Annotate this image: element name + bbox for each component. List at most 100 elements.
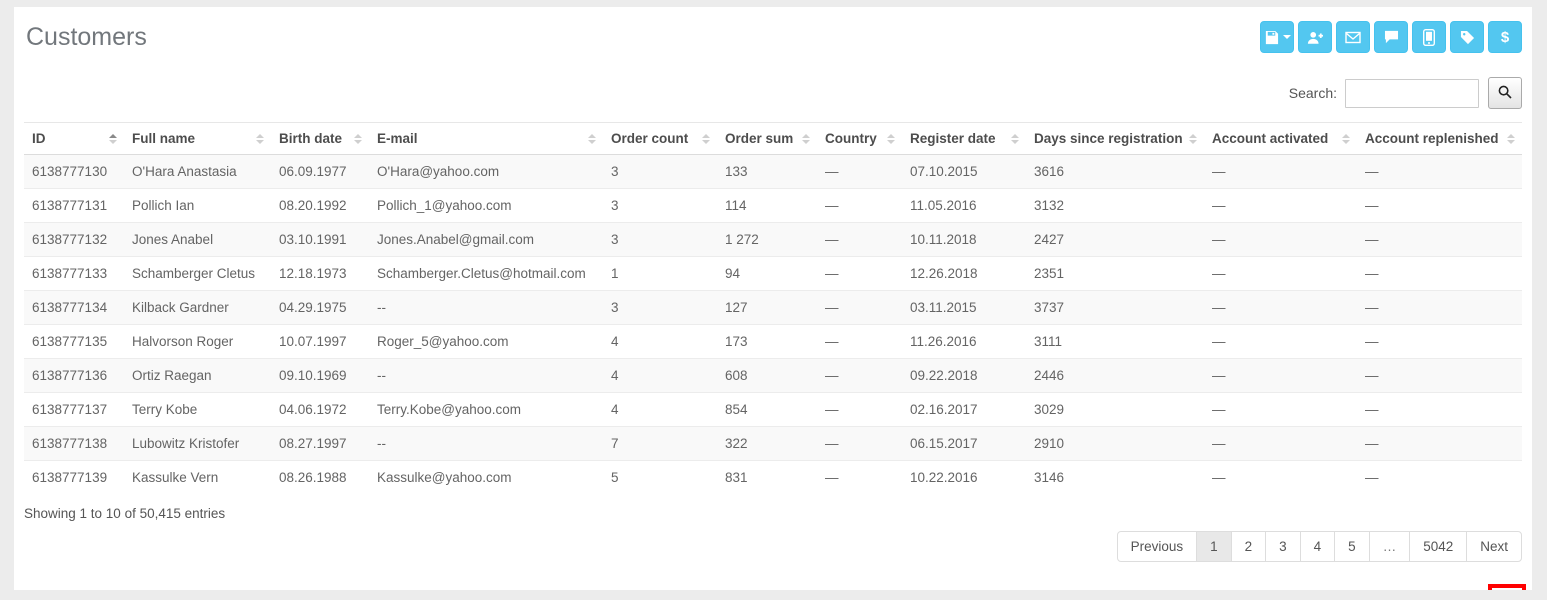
table-cell: 3737 (1026, 290, 1204, 325)
table-cell: O'Hara Anastasia (132, 164, 237, 179)
sort-icon (1189, 133, 1197, 144)
add-user-button[interactable] (1298, 21, 1332, 53)
column-header-order-sum[interactable]: Order sum (717, 122, 817, 155)
column-label: Country (825, 131, 877, 146)
pagination-previous[interactable]: Previous (1116, 531, 1198, 562)
table-row[interactable]: 6138777133 Schamberger Cletus 12.18.1973 Sc… (24, 256, 1522, 291)
search-button[interactable] (1488, 77, 1522, 109)
column-header-account-replenished[interactable]: Account replenished (1357, 122, 1522, 155)
sort-icon (887, 133, 895, 144)
table-row[interactable]: 6138777139 Kassulke Vern 08.26.1988 Kassulk… (24, 460, 1522, 494)
table-cell: — (825, 164, 839, 179)
table-cell: 7 (603, 426, 717, 461)
table-cell: — (1357, 222, 1522, 257)
table-cell: 2910 (1026, 426, 1204, 461)
table-cell: — (1204, 392, 1357, 427)
table-cell: — (1357, 256, 1522, 291)
table-cell: 09.10.1969 (271, 358, 369, 393)
table-row[interactable]: 6138777130 O'Hara Anastasia 06.09.1977 O'Ha… (24, 154, 1522, 189)
envelope-icon (1345, 31, 1361, 44)
table-row[interactable]: 6138777132 Jones Anabel 03.10.1991 Jones.An… (24, 222, 1522, 257)
column-header-register-date[interactable]: Register date (902, 122, 1026, 155)
table-cell: 127 (717, 290, 817, 325)
table-row[interactable]: 6138777138 Lubowitz Kristofer 08.27.1997 --… (24, 426, 1522, 461)
table-cell: — (1357, 426, 1522, 461)
table-cell: -- (369, 290, 603, 325)
column-label: Full name (132, 131, 196, 146)
table-row[interactable]: 6138777136 Ortiz Raegan 09.10.1969 -- 4 608—0… (24, 358, 1522, 393)
table-body: 6138777130 O'Hara Anastasia 06.09.1977 O'Ha… (24, 154, 1522, 494)
settings-button[interactable]: ⚙ (1492, 588, 1522, 590)
table-cell: 173 (717, 324, 817, 359)
column-header-e-mail[interactable]: E-mail (369, 122, 603, 155)
table-row[interactable]: 6138777137 Terry Kobe 04.06.1972 Terry.Kobe… (24, 392, 1522, 427)
pagination-page-5[interactable]: 5 (1334, 531, 1370, 562)
column-header-birth-date[interactable]: Birth date (271, 122, 369, 155)
column-header-order-count[interactable]: Order count (603, 122, 717, 155)
table-cell: — (1204, 256, 1357, 291)
table-cell: 6138777133 (24, 256, 124, 291)
sort-icon (354, 133, 362, 144)
table-cell: 133 (725, 164, 748, 179)
dollar-icon: $ (1500, 28, 1510, 46)
column-header-id[interactable]: ID (24, 122, 124, 155)
pagination-page-4[interactable]: 4 (1299, 531, 1336, 562)
table-cell: 4 (603, 392, 717, 427)
table-cell: — (817, 324, 902, 359)
pagination-page-5042[interactable]: 5042 (1409, 531, 1468, 562)
table-cell: 09.22.2018 (902, 358, 1026, 393)
column-header-full-name[interactable]: Full name (124, 122, 271, 155)
annotation-highlight-box: ⚙ (1488, 584, 1526, 590)
email-button[interactable] (1336, 21, 1370, 53)
pagination-page-2[interactable]: 2 (1230, 531, 1267, 562)
table-cell: Jones.Anabel@gmail.com (369, 222, 603, 257)
column-label: Account replenished (1365, 131, 1499, 146)
table-cell: O'Hara@yahoo.com (377, 164, 500, 179)
table-cell: 3 (603, 290, 717, 325)
sort-icon (702, 133, 710, 144)
table-cell: 854 (717, 392, 817, 427)
table-row[interactable]: 6138777131 Pollich Ian 08.20.1992 Pollich_1… (24, 188, 1522, 223)
table-cell: 3029 (1026, 392, 1204, 427)
table-cell: — (817, 426, 902, 461)
toolbar: $ (1260, 21, 1522, 53)
table-cell: Pollich Ian (124, 188, 271, 223)
table-row[interactable]: 6138777134 Kilback Gardner 04.29.1975 -- 3 12… (24, 290, 1522, 325)
table-cell: Kilback Gardner (124, 290, 271, 325)
column-header-country[interactable]: Country (817, 122, 902, 155)
pagination-page-1[interactable]: 1 (1196, 531, 1232, 562)
column-label: Days since registration (1034, 131, 1183, 146)
table-cell: — (817, 222, 902, 257)
column-header-account-activated[interactable]: Account activated (1204, 122, 1357, 155)
table-cell: -- (369, 358, 603, 393)
dollar-button[interactable]: $ (1488, 21, 1522, 53)
column-label: Order sum (725, 131, 794, 146)
sort-icon (588, 133, 596, 144)
column-label: Birth date (279, 131, 343, 146)
table-cell: — (817, 188, 902, 223)
export-save-button[interactable] (1260, 21, 1294, 53)
search-input[interactable] (1345, 78, 1479, 108)
comment-button[interactable] (1374, 21, 1408, 53)
table-cell: 02.16.2017 (902, 392, 1026, 427)
caret-down-icon (1282, 35, 1291, 39)
table-cell: 6138777135 (24, 324, 124, 359)
pagination-next[interactable]: Next (1466, 531, 1522, 562)
customers-table: ID Full name Birth date E-mail Order count Or… (24, 122, 1522, 494)
table-cell: — (1204, 460, 1357, 494)
tag-button[interactable] (1450, 21, 1484, 53)
entries-info: Showing 1 to 10 of 50,415 entries (24, 506, 226, 521)
table-cell: — (1204, 324, 1357, 359)
table-cell: 3616 (1034, 164, 1065, 179)
speech-bubble-icon (1384, 30, 1399, 44)
table-row[interactable]: 6138777135 Halvorson Roger 10.07.1997 Roger… (24, 324, 1522, 359)
pagination-page-3[interactable]: 3 (1265, 531, 1301, 562)
mobile-button[interactable] (1412, 21, 1446, 53)
table-cell: — (1357, 188, 1522, 223)
table-cell: Terry.Kobe@yahoo.com (369, 392, 603, 427)
table-cell: — (817, 392, 902, 427)
column-label: Register date (910, 131, 996, 146)
table-cell: -- (369, 426, 603, 461)
column-header-days-since-registration[interactable]: Days since registration (1026, 122, 1204, 155)
table-cell: Roger_5@yahoo.com (369, 324, 603, 359)
